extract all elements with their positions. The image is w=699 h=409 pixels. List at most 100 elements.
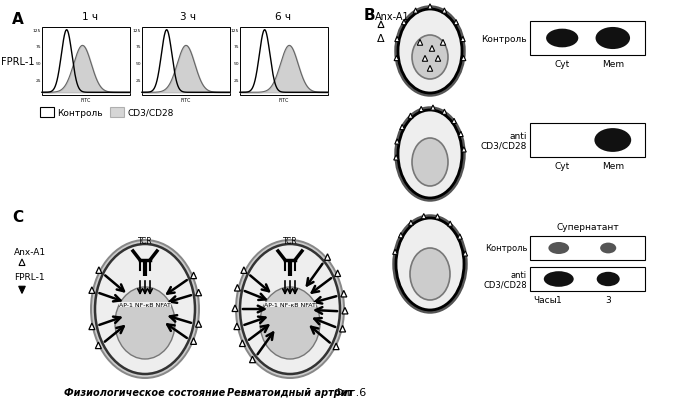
- Polygon shape: [19, 259, 25, 266]
- Polygon shape: [452, 119, 456, 124]
- Ellipse shape: [594, 129, 631, 153]
- Polygon shape: [378, 22, 384, 29]
- Polygon shape: [461, 147, 466, 153]
- Polygon shape: [442, 9, 447, 14]
- Polygon shape: [428, 5, 433, 10]
- Polygon shape: [417, 40, 423, 46]
- Polygon shape: [401, 20, 406, 26]
- Polygon shape: [394, 56, 399, 61]
- Polygon shape: [19, 287, 25, 294]
- Polygon shape: [250, 356, 256, 363]
- Polygon shape: [429, 46, 435, 52]
- Ellipse shape: [410, 248, 450, 300]
- Text: TCR: TCR: [282, 236, 297, 245]
- Bar: [110, 108, 124, 118]
- Bar: [142, 28, 230, 96]
- Bar: [40, 108, 54, 118]
- Text: C: C: [12, 209, 23, 225]
- Text: 75: 75: [136, 45, 141, 49]
- Text: 125: 125: [133, 29, 141, 33]
- Text: Mem: Mem: [602, 162, 624, 171]
- Polygon shape: [324, 254, 331, 261]
- Text: Физиологическое состояние: Физиологическое состояние: [64, 387, 226, 397]
- Polygon shape: [413, 9, 418, 14]
- Text: 125: 125: [33, 29, 41, 33]
- Ellipse shape: [396, 109, 464, 200]
- Text: anti: anti: [510, 132, 527, 141]
- Polygon shape: [422, 56, 428, 62]
- Bar: [530, 22, 645, 56]
- Polygon shape: [461, 37, 466, 43]
- Polygon shape: [196, 321, 201, 328]
- Polygon shape: [232, 305, 238, 312]
- Ellipse shape: [600, 243, 617, 254]
- Text: FITC: FITC: [181, 98, 192, 103]
- Text: Контроль: Контроль: [482, 34, 527, 43]
- Text: 75: 75: [36, 45, 41, 49]
- Text: 125: 125: [231, 29, 239, 33]
- Ellipse shape: [398, 10, 462, 94]
- Text: B: B: [364, 8, 375, 23]
- Ellipse shape: [260, 287, 320, 359]
- Polygon shape: [398, 233, 403, 238]
- Text: AP-1 NF-κB NFAT: AP-1 NF-κB NFAT: [119, 302, 171, 307]
- Text: Cyt: Cyt: [554, 60, 570, 69]
- Text: 25: 25: [136, 79, 141, 83]
- Text: 50: 50: [36, 62, 41, 66]
- Text: 50: 50: [136, 62, 141, 66]
- Ellipse shape: [394, 216, 466, 312]
- Polygon shape: [448, 221, 452, 227]
- Bar: [530, 267, 645, 291]
- Text: A: A: [12, 12, 24, 27]
- Polygon shape: [461, 56, 466, 61]
- Polygon shape: [340, 326, 345, 332]
- Bar: [240, 28, 328, 96]
- Polygon shape: [241, 267, 247, 274]
- Text: FITC: FITC: [279, 98, 289, 103]
- Polygon shape: [421, 214, 426, 219]
- Polygon shape: [341, 291, 347, 297]
- Polygon shape: [431, 106, 435, 111]
- Polygon shape: [239, 340, 245, 347]
- Polygon shape: [191, 338, 196, 344]
- Polygon shape: [419, 107, 424, 112]
- Text: FPRL-1: FPRL-1: [1, 57, 35, 67]
- Ellipse shape: [115, 287, 175, 359]
- Polygon shape: [457, 234, 462, 240]
- Text: CD3/CD28: CD3/CD28: [481, 141, 527, 150]
- Ellipse shape: [396, 218, 464, 310]
- Polygon shape: [459, 132, 463, 137]
- Polygon shape: [234, 324, 240, 330]
- Text: 1: 1: [556, 295, 561, 304]
- Ellipse shape: [546, 29, 578, 48]
- Polygon shape: [463, 251, 468, 256]
- Ellipse shape: [92, 241, 198, 377]
- Polygon shape: [393, 249, 398, 255]
- Polygon shape: [435, 214, 440, 220]
- Polygon shape: [191, 272, 196, 279]
- Text: 25: 25: [36, 79, 41, 83]
- Ellipse shape: [90, 239, 200, 379]
- Ellipse shape: [237, 241, 343, 377]
- Text: Часы: Часы: [533, 295, 556, 304]
- Polygon shape: [342, 308, 348, 314]
- Text: CD3/CD28: CD3/CD28: [127, 108, 173, 117]
- Polygon shape: [96, 267, 102, 274]
- Polygon shape: [395, 139, 400, 145]
- Text: Контроль: Контроль: [57, 108, 103, 117]
- Polygon shape: [394, 155, 398, 161]
- Bar: [530, 236, 645, 261]
- Polygon shape: [89, 287, 95, 294]
- Text: TCR: TCR: [138, 236, 152, 245]
- Polygon shape: [408, 114, 413, 119]
- Text: Супернатант: Супернатант: [556, 222, 619, 231]
- Polygon shape: [89, 324, 95, 330]
- Polygon shape: [440, 40, 446, 46]
- Ellipse shape: [396, 8, 464, 96]
- Text: Cyt: Cyt: [554, 162, 570, 171]
- Text: Δ: Δ: [377, 34, 385, 44]
- Text: Anx-A1: Anx-A1: [14, 247, 46, 256]
- Ellipse shape: [398, 111, 462, 198]
- Bar: [42, 28, 130, 96]
- Text: FITC: FITC: [81, 98, 91, 103]
